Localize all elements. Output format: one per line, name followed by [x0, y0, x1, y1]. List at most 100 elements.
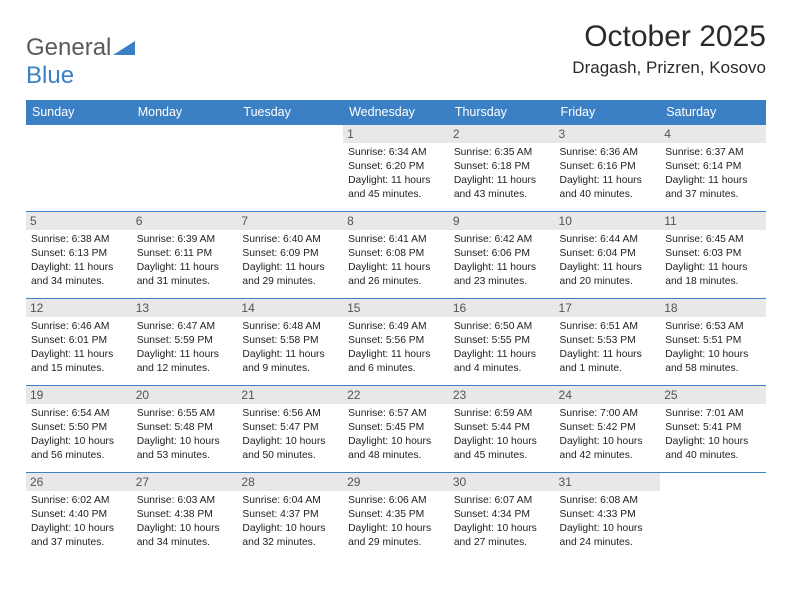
- day-info: Sunrise: 6:40 AMSunset: 6:09 PMDaylight:…: [242, 233, 338, 289]
- day-info: Sunrise: 6:02 AMSunset: 4:40 PMDaylight:…: [31, 494, 127, 550]
- day-number: 19: [26, 386, 132, 404]
- day-number: 14: [237, 299, 343, 317]
- logo: General Blue: [26, 34, 135, 90]
- logo-text-1: General: [26, 34, 111, 61]
- calendar-day-cell: 18 Sunrise: 6:53 AMSunset: 5:51 PMDayligh…: [660, 299, 766, 386]
- calendar-day-cell: 30 Sunrise: 6:07 AMSunset: 4:34 PMDayligh…: [449, 473, 555, 560]
- calendar-day-cell: 11 Sunrise: 6:45 AMSunset: 6:03 PMDayligh…: [660, 212, 766, 299]
- weekday-header: Saturday: [660, 100, 766, 125]
- day-info: Sunrise: 6:57 AMSunset: 5:45 PMDaylight:…: [348, 407, 444, 463]
- day-info: Sunrise: 6:48 AMSunset: 5:58 PMDaylight:…: [242, 320, 338, 376]
- calendar-day-cell: 16Sunrise: 6:50 AMSunset: 5:55 PMDayligh…: [449, 299, 555, 386]
- header: General Blue October 2025 Dragash, Prizr…: [26, 20, 766, 90]
- weekday-header: Friday: [555, 100, 661, 125]
- calendar-day-cell: 22 Sunrise: 6:57 AMSunset: 5:45 PMDayligh…: [343, 386, 449, 473]
- logo-text-2: Blue: [26, 62, 74, 89]
- day-number: 10: [555, 212, 661, 230]
- day-number: 29: [343, 473, 449, 491]
- calendar-day-cell: 23 Sunrise: 6:59 AMSunset: 5:44 PMDayligh…: [449, 386, 555, 473]
- weekday-header: Monday: [132, 100, 238, 125]
- day-number: 13: [132, 299, 238, 317]
- calendar-day-cell: [132, 125, 238, 212]
- day-info: Sunrise: 6:59 AMSunset: 5:44 PMDaylight:…: [454, 407, 550, 463]
- day-info: Sunrise: 6:55 AMSunset: 5:48 PMDaylight:…: [137, 407, 233, 463]
- calendar-day-cell: 12Sunrise: 6:46 AMSunset: 6:01 PMDayligh…: [26, 299, 132, 386]
- calendar-day-cell: 14 Sunrise: 6:48 AMSunset: 5:58 PMDayligh…: [237, 299, 343, 386]
- day-number: 9: [449, 212, 555, 230]
- weekday-header: Wednesday: [343, 100, 449, 125]
- day-info: Sunrise: 6:38 AMSunset: 6:13 PMDaylight:…: [31, 233, 127, 289]
- weekday-header: Tuesday: [237, 100, 343, 125]
- day-number: 12: [26, 299, 132, 317]
- calendar-week-row: 19 Sunrise: 6:54 AMSunset: 5:50 PMDayligh…: [26, 386, 766, 473]
- day-number: 1: [343, 125, 449, 143]
- day-number: 28: [237, 473, 343, 491]
- day-info: Sunrise: 6:37 AMSunset: 6:14 PMDaylight:…: [665, 146, 761, 202]
- day-info: Sunrise: 6:51 AMSunset: 5:53 PMDaylight:…: [560, 320, 656, 376]
- day-info: Sunrise: 7:00 AMSunset: 5:42 PMDaylight:…: [560, 407, 656, 463]
- day-number: 2: [449, 125, 555, 143]
- calendar-day-cell: 7Sunrise: 6:40 AMSunset: 6:09 PMDaylight…: [237, 212, 343, 299]
- day-info: Sunrise: 6:41 AMSunset: 6:08 PMDaylight:…: [348, 233, 444, 289]
- calendar-day-cell: 4Sunrise: 6:37 AMSunset: 6:14 PMDaylight…: [660, 125, 766, 212]
- day-info: Sunrise: 6:53 AMSunset: 5:51 PMDaylight:…: [665, 320, 761, 376]
- day-info: Sunrise: 6:45 AMSunset: 6:03 PMDaylight:…: [665, 233, 761, 289]
- calendar-day-cell: 20 Sunrise: 6:55 AMSunset: 5:48 PMDayligh…: [132, 386, 238, 473]
- calendar-day-cell: 17 Sunrise: 6:51 AMSunset: 5:53 PMDayligh…: [555, 299, 661, 386]
- day-info: Sunrise: 6:47 AMSunset: 5:59 PMDaylight:…: [137, 320, 233, 376]
- day-info: Sunrise: 6:36 AMSunset: 6:16 PMDaylight:…: [560, 146, 656, 202]
- calendar-week-row: 5 Sunrise: 6:38 AMSunset: 6:13 PMDaylight…: [26, 212, 766, 299]
- logo-triangle-icon: [113, 39, 135, 60]
- day-number: 18: [660, 299, 766, 317]
- day-info: Sunrise: 7:01 AMSunset: 5:41 PMDaylight:…: [665, 407, 761, 463]
- day-number: 3: [555, 125, 661, 143]
- day-number: 26: [26, 473, 132, 491]
- day-number: 27: [132, 473, 238, 491]
- calendar-week-row: 12Sunrise: 6:46 AMSunset: 6:01 PMDayligh…: [26, 299, 766, 386]
- day-number: 22: [343, 386, 449, 404]
- day-info: Sunrise: 6:44 AMSunset: 6:04 PMDaylight:…: [560, 233, 656, 289]
- day-number: 20: [132, 386, 238, 404]
- calendar-day-cell: 6 Sunrise: 6:39 AMSunset: 6:11 PMDaylight…: [132, 212, 238, 299]
- calendar-day-cell: 28 Sunrise: 6:04 AMSunset: 4:37 PMDayligh…: [237, 473, 343, 560]
- day-info: Sunrise: 6:03 AMSunset: 4:38 PMDaylight:…: [137, 494, 233, 550]
- calendar-day-cell: 15Sunrise: 6:49 AMSunset: 5:56 PMDayligh…: [343, 299, 449, 386]
- day-number: 16: [449, 299, 555, 317]
- calendar-day-cell: 8Sunrise: 6:41 AMSunset: 6:08 PMDaylight…: [343, 212, 449, 299]
- title-block: October 2025 Dragash, Prizren, Kosovo: [572, 20, 766, 78]
- day-info: Sunrise: 6:49 AMSunset: 5:56 PMDaylight:…: [348, 320, 444, 376]
- calendar-day-cell: [26, 125, 132, 212]
- day-number: 11: [660, 212, 766, 230]
- day-info: Sunrise: 6:34 AMSunset: 6:20 PMDaylight:…: [348, 146, 444, 202]
- day-number: 6: [132, 212, 238, 230]
- day-number: 17: [555, 299, 661, 317]
- calendar-week-row: 1 Sunrise: 6:34 AMSunset: 6:20 PMDaylight…: [26, 125, 766, 212]
- calendar-day-cell: 27 Sunrise: 6:03 AMSunset: 4:38 PMDayligh…: [132, 473, 238, 560]
- day-number: 23: [449, 386, 555, 404]
- day-number: 24: [555, 386, 661, 404]
- calendar-day-cell: 9 Sunrise: 6:42 AMSunset: 6:06 PMDaylight…: [449, 212, 555, 299]
- day-info: Sunrise: 6:08 AMSunset: 4:33 PMDaylight:…: [560, 494, 656, 550]
- day-number: 21: [237, 386, 343, 404]
- calendar-day-cell: 10 Sunrise: 6:44 AMSunset: 6:04 PMDayligh…: [555, 212, 661, 299]
- calendar-day-cell: 25 Sunrise: 7:01 AMSunset: 5:41 PMDayligh…: [660, 386, 766, 473]
- day-number: 5: [26, 212, 132, 230]
- day-info: Sunrise: 6:39 AMSunset: 6:11 PMDaylight:…: [137, 233, 233, 289]
- day-number: 25: [660, 386, 766, 404]
- calendar-day-cell: 26 Sunrise: 6:02 AMSunset: 4:40 PMDayligh…: [26, 473, 132, 560]
- calendar-day-cell: 31Sunrise: 6:08 AMSunset: 4:33 PMDayligh…: [555, 473, 661, 560]
- weekday-header: Thursday: [449, 100, 555, 125]
- calendar-day-cell: [660, 473, 766, 560]
- day-number: 30: [449, 473, 555, 491]
- weekday-header: Sunday: [26, 100, 132, 125]
- calendar-page: General Blue October 2025 Dragash, Prizr…: [0, 0, 792, 580]
- day-info: Sunrise: 6:54 AMSunset: 5:50 PMDaylight:…: [31, 407, 127, 463]
- calendar-day-cell: [237, 125, 343, 212]
- calendar-day-cell: 5 Sunrise: 6:38 AMSunset: 6:13 PMDaylight…: [26, 212, 132, 299]
- day-info: Sunrise: 6:42 AMSunset: 6:06 PMDaylight:…: [454, 233, 550, 289]
- day-info: Sunrise: 6:04 AMSunset: 4:37 PMDaylight:…: [242, 494, 338, 550]
- month-title: October 2025: [572, 20, 766, 54]
- calendar-day-cell: 1 Sunrise: 6:34 AMSunset: 6:20 PMDaylight…: [343, 125, 449, 212]
- calendar-day-cell: 21Sunrise: 6:56 AMSunset: 5:47 PMDayligh…: [237, 386, 343, 473]
- day-info: Sunrise: 6:07 AMSunset: 4:34 PMDaylight:…: [454, 494, 550, 550]
